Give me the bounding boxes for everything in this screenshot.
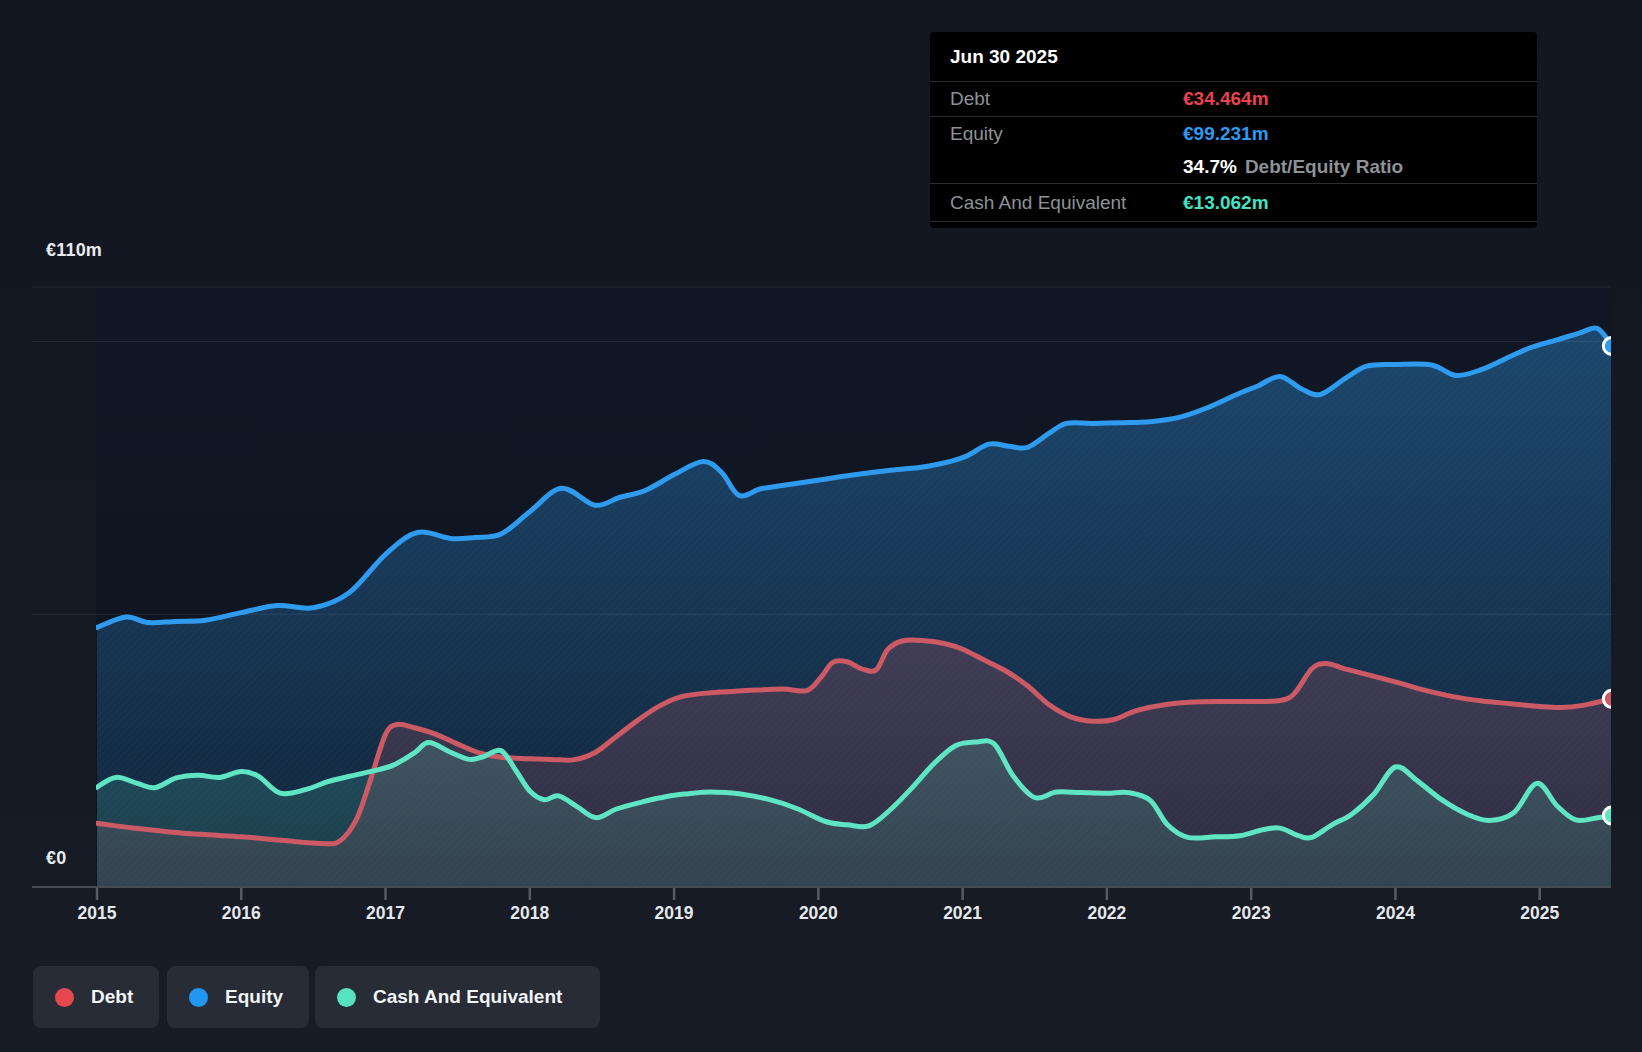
x-tick-label-2023: 2023 [1232, 903, 1271, 924]
tooltip-row-debt: Debt €34.464m [930, 81, 1537, 116]
x-tick-label-2020: 2020 [799, 903, 838, 924]
cash-series-dot-icon [337, 988, 356, 1007]
tooltip-row-equity: Equity €99.231m [930, 116, 1537, 150]
x-tick-label-2025: 2025 [1520, 903, 1559, 924]
debt-end-marker [1603, 690, 1620, 707]
x-tick-label-2021: 2021 [943, 903, 982, 924]
legend-debt-label: Debt [91, 986, 133, 1008]
x-tick-label-2016: 2016 [222, 903, 261, 924]
legend-cash-label: Cash And Equivalent [373, 986, 562, 1008]
chart-tooltip: Jun 30 2025 Debt €34.464m Equity €99.231… [930, 32, 1537, 228]
tooltip-ratio-value: 34.7% [1183, 156, 1237, 178]
x-tick-label-2024: 2024 [1376, 903, 1415, 924]
tooltip-debt-label: Debt [950, 88, 1183, 110]
page: { "tooltip": { "date": "Jun 30 2025", "r… [0, 0, 1642, 1052]
tooltip-row-ratio: 34.7% Debt/Equity Ratio [930, 150, 1537, 183]
tooltip-date: Jun 30 2025 [930, 32, 1537, 81]
debt-series-dot-icon [55, 988, 74, 1007]
equity-end-marker [1603, 337, 1620, 354]
tooltip-cash-label: Cash And Equivalent [950, 192, 1183, 214]
tooltip-ratio-label: Debt/Equity Ratio [1245, 156, 1403, 178]
y-axis-label-max: €110m [46, 240, 102, 261]
x-tick-label-2015: 2015 [78, 903, 117, 924]
tooltip-row-cash: Cash And Equivalent €13.062m [930, 183, 1537, 221]
tooltip-equity-value: €99.231m [1183, 123, 1269, 145]
x-tick-label-2019: 2019 [655, 903, 694, 924]
legend-item-debt[interactable]: Debt [33, 966, 159, 1028]
equity-series-dot-icon [189, 988, 208, 1007]
tooltip-equity-label: Equity [950, 123, 1183, 145]
legend-equity-label: Equity [225, 986, 283, 1008]
legend-item-cash[interactable]: Cash And Equivalent [315, 966, 600, 1028]
x-tick-label-2018: 2018 [510, 903, 549, 924]
legend-item-equity[interactable]: Equity [167, 966, 309, 1028]
tooltip-cash-value: €13.062m [1183, 192, 1269, 214]
x-tick-label-2022: 2022 [1087, 903, 1126, 924]
tooltip-debt-value: €34.464m [1183, 88, 1269, 110]
cash-end-marker [1603, 807, 1620, 824]
y-axis-label-zero: €0 [46, 848, 66, 869]
x-tick-label-2017: 2017 [366, 903, 405, 924]
